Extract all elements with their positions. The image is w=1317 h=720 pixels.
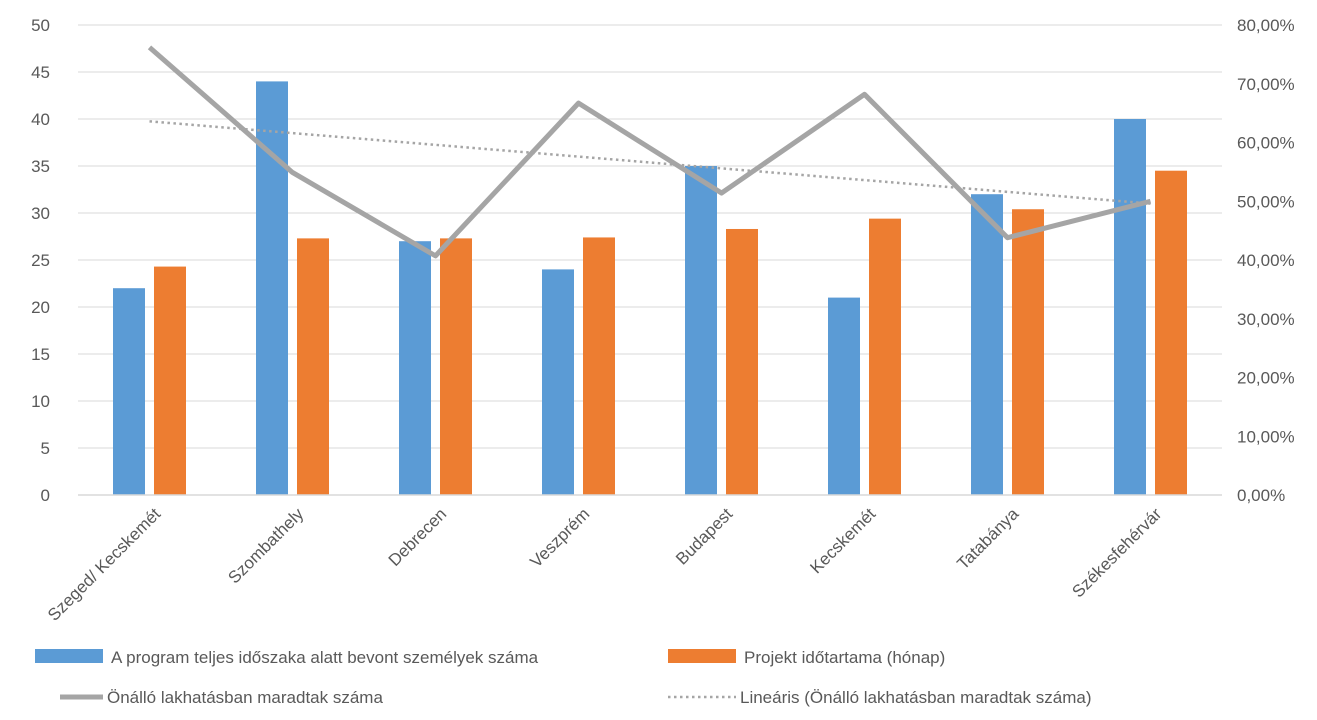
legend-swatch [668, 649, 736, 663]
bar-series-2-3 [440, 238, 472, 495]
x-tick-label: Szombathely [224, 504, 307, 587]
x-tick-label: Veszprém [526, 504, 593, 571]
lines [147, 45, 1152, 259]
y-right-tick-label: 20,00% [1237, 369, 1295, 388]
x-tick-label: Budapest [672, 504, 736, 568]
bar-series-2-5 [726, 228, 758, 496]
y-left-tick-label: 5 [41, 439, 50, 458]
bar-series-2-1 [154, 266, 186, 495]
legend: A program teljes időszaka alatt bevont s… [35, 648, 1092, 707]
y-left-tick-label: 10 [31, 392, 50, 411]
x-tick-label: Kecskemét [806, 504, 879, 577]
bar-series-2-2 [297, 238, 329, 495]
trendline-series [149, 120, 1151, 205]
y-left-tick-label: 45 [31, 63, 50, 82]
y-right-tick-label: 40,00% [1237, 251, 1295, 270]
bar-series-2-7 [1012, 209, 1044, 496]
y-left-tick-label: 50 [31, 16, 50, 35]
bar-series-2-8 [1155, 170, 1187, 495]
legend-label: Projekt időtartama (hónap) [744, 648, 945, 667]
bar-series-1-7 [971, 194, 1003, 495]
y-left-tick-label: 30 [31, 204, 50, 223]
y-right-tick-label: 30,00% [1237, 310, 1295, 329]
y-left-tick-label: 25 [31, 251, 50, 270]
legend-label: Önálló lakhatásban maradtak száma [107, 688, 383, 707]
bar-series-1-4 [542, 269, 574, 495]
y-left-tick-label: 35 [31, 157, 50, 176]
y-right-tick-label: 0,00% [1237, 486, 1285, 505]
y-right-tick-label: 10,00% [1237, 427, 1295, 446]
grid-lines [78, 24, 1222, 449]
bar-series-1-6 [828, 297, 860, 495]
legend-label: Lineáris (Önálló lakhatásban maradtak sz… [740, 688, 1092, 707]
y-right-tick-label: 50,00% [1237, 192, 1295, 211]
y-right-tick-label: 80,00% [1237, 16, 1295, 35]
bar-series-1-5 [685, 166, 717, 495]
y-left-tick-label: 15 [31, 345, 50, 364]
y-left-tick-label: 0 [41, 486, 50, 505]
x-tick-label: Szeged/ Kecskemét [44, 504, 165, 625]
bar-series-1-1 [113, 288, 145, 495]
bar-series-2-6 [869, 218, 901, 495]
x-tick-label: Tatabánya [953, 504, 1022, 573]
y-left-tick-label: 20 [31, 298, 50, 317]
y-right-tick-label: 60,00% [1237, 134, 1295, 153]
bar-series-1-3 [399, 241, 431, 495]
x-tick-label: Székesfehérvár [1068, 504, 1165, 601]
legend-swatch [35, 649, 103, 663]
x-tick-label: Debrecen [385, 504, 451, 570]
bar-series-1-2 [256, 81, 288, 496]
bar-series-2-4 [583, 237, 615, 495]
y-right-tick-label: 70,00% [1237, 75, 1295, 94]
y-left-tick-label: 40 [31, 110, 50, 129]
bars [113, 81, 1187, 496]
line-series [147, 45, 1152, 259]
legend-label: A program teljes időszaka alatt bevont s… [111, 648, 539, 667]
bar-series-1-8 [1114, 119, 1146, 495]
